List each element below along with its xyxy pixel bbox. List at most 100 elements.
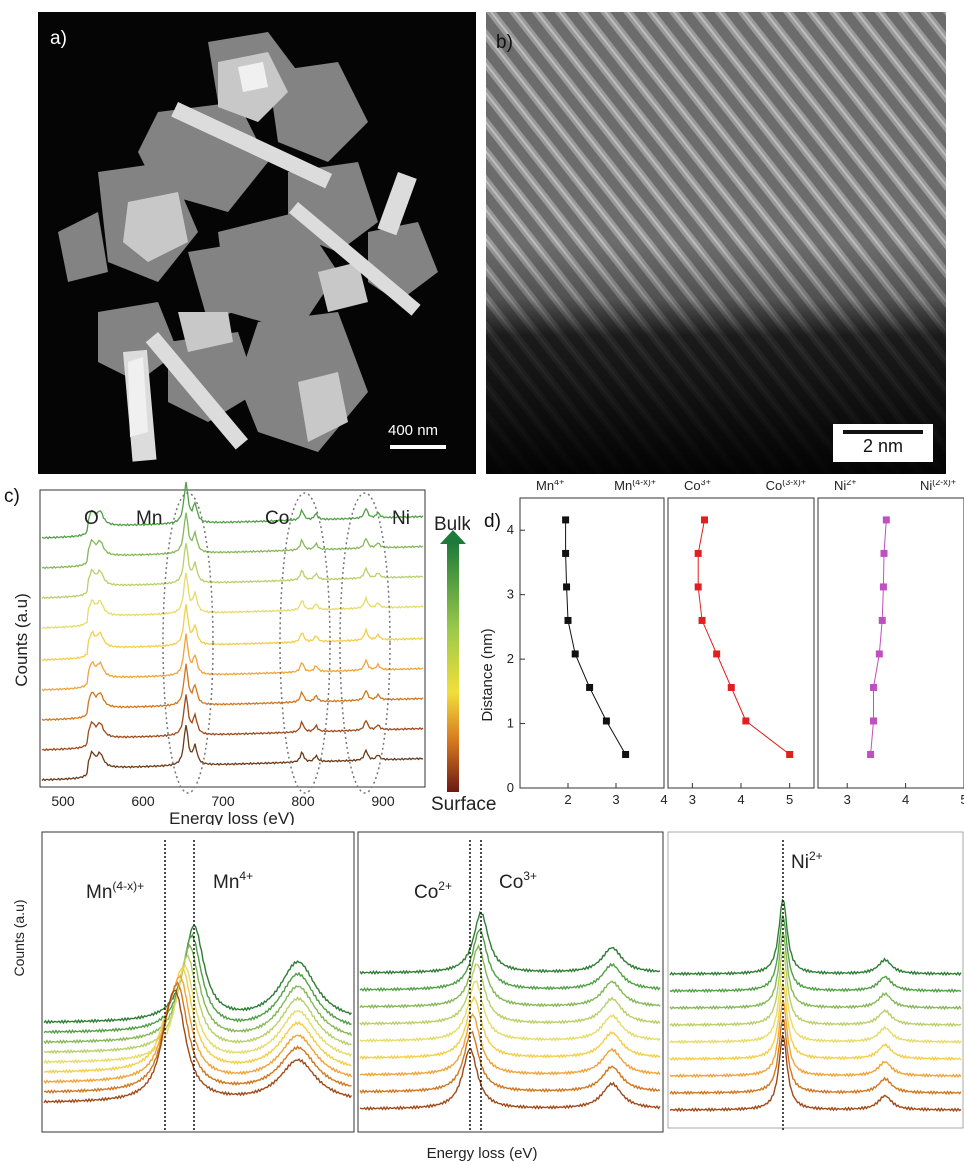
ratio-data-point (602, 717, 610, 725)
ni-label: Ni2+ (791, 849, 823, 873)
ratio-data-point (694, 583, 702, 591)
y-tick-label: 1 (507, 716, 514, 731)
fine-spectrum-line (43, 981, 352, 1095)
y-tick-label: 4 (507, 522, 514, 537)
ratio-data-point (694, 549, 702, 557)
bottom-xlabel: Energy loss (eV) (427, 1145, 538, 1162)
ratio-subplot-frame (519, 497, 665, 789)
ratio-data-point (698, 616, 706, 624)
eels-spectrum-line (41, 633, 424, 692)
ratio-data-point (742, 717, 750, 725)
ni-edge-ellipse (339, 492, 391, 794)
fine-spectrum-line (359, 1048, 661, 1112)
ratio-data-point (562, 549, 570, 557)
ratio-data-point (562, 516, 570, 524)
ratio-subplot-frame (667, 497, 815, 789)
x-tick-label: 5 (960, 792, 964, 807)
x-tick-800: 800 (291, 793, 315, 809)
x-tick-label: 2 (564, 792, 571, 807)
fine-spectrum-line (669, 965, 962, 1045)
fine-spectrum-line (359, 995, 661, 1060)
x-tick-label: 3 (689, 792, 696, 807)
gradient-label-bulk: Bulk (434, 514, 470, 535)
micrograph-b: b) 2 nm (486, 12, 946, 474)
ratio-data-point (564, 616, 572, 624)
x-tick-500: 500 (51, 793, 75, 809)
co-frame (357, 831, 664, 1133)
ratio-data-point (869, 717, 877, 725)
fine-spectrum-line (359, 980, 661, 1044)
y-tick-label: 0 (507, 780, 514, 795)
edge-label-ni: Ni (392, 508, 410, 529)
panel-c-label: c) (4, 486, 20, 507)
fine-spectrum-line (359, 928, 661, 993)
ratio-data-point (727, 683, 735, 691)
y-tick-label: 2 (507, 651, 514, 666)
mn-high-label: Mn4+ (213, 869, 253, 893)
eels-spectrum-line (41, 512, 424, 570)
ratio-data-point (879, 583, 887, 591)
ratio-data-point (875, 650, 883, 658)
fine-spectrum-line (43, 943, 353, 1045)
mn-low-label: Mn(4-x)+ (86, 879, 144, 903)
fine-spectrum-line (669, 950, 962, 1028)
co-edge-ellipse (279, 492, 331, 794)
fine-spectrum-line (359, 1030, 661, 1094)
ratio-series-line (565, 519, 627, 755)
gradient-label-surface: Surface (431, 794, 497, 815)
lattice-illustration (486, 12, 946, 474)
scalebar-b-bar (843, 430, 923, 434)
ratio-data-point (713, 650, 721, 658)
c-xlabel: Energy loss (eV) (169, 809, 295, 825)
fine-spectrum-line (43, 973, 353, 1085)
fine-spectrum-line (359, 1012, 661, 1078)
subplot-top-left-label: Co3+ (684, 480, 711, 493)
mn-edge-ellipse (162, 492, 214, 794)
x-tick-label: 4 (737, 792, 744, 807)
eels-spectrum-line (41, 572, 424, 630)
x-tick-label: 3 (612, 792, 619, 807)
subplot-top-left-label: Mn4+ (536, 480, 564, 493)
d-ylabel: Distance (nm) (479, 628, 496, 721)
ratio-data-point (571, 650, 579, 658)
fine-spectrum-line (359, 963, 661, 1027)
eels-spectrum-line (41, 542, 424, 600)
bottom-ylabel: Counts (a.u) (11, 899, 27, 976)
fine-spectrum-line (43, 989, 353, 1104)
ratio-data-point (882, 516, 890, 524)
x-tick-700: 700 (211, 793, 235, 809)
ratio-data-point (867, 750, 875, 758)
mn-frame (41, 831, 355, 1133)
fine-spectrum-line (359, 943, 661, 1010)
spectra-group (41, 481, 424, 782)
scalebar-b: 2 nm (833, 424, 933, 462)
x-tick-label: 3 (844, 792, 851, 807)
c-ylabel: Counts (a.u) (12, 593, 31, 687)
ratio-data-point (880, 549, 888, 557)
x-tick-900: 900 (371, 793, 395, 809)
ratio-data-point (701, 516, 708, 524)
scalebar-b-text: 2 nm (862, 436, 904, 456)
eels-spectrum-line (41, 604, 424, 662)
ratio-series-line (697, 519, 791, 755)
ratio-data-point (869, 683, 877, 691)
subplot-top-left-label: Ni2+ (834, 480, 857, 493)
ratio-subplot-frame (817, 497, 964, 789)
fine-spectrum-line (43, 933, 352, 1035)
fine-spectrum-line (669, 1034, 962, 1113)
scalebar-a-bar (390, 445, 446, 449)
fine-spectrum-line (669, 898, 962, 977)
fine-spectrum-line (359, 910, 661, 976)
panel-d-label: d) (484, 511, 501, 532)
edge-label-mn: Mn (136, 508, 162, 529)
ratio-data-point (563, 583, 571, 591)
scalebar-a-text: 400 nm (388, 422, 439, 439)
ratio-data-point (878, 616, 886, 624)
edge-label-o: O (84, 508, 99, 529)
ratio-data-point (586, 683, 594, 691)
fine-spectrum-line (43, 963, 353, 1065)
micrograph-a: a) 400 nm (38, 12, 476, 474)
subplot-top-right-label: Ni(2-x)+ (920, 480, 956, 493)
